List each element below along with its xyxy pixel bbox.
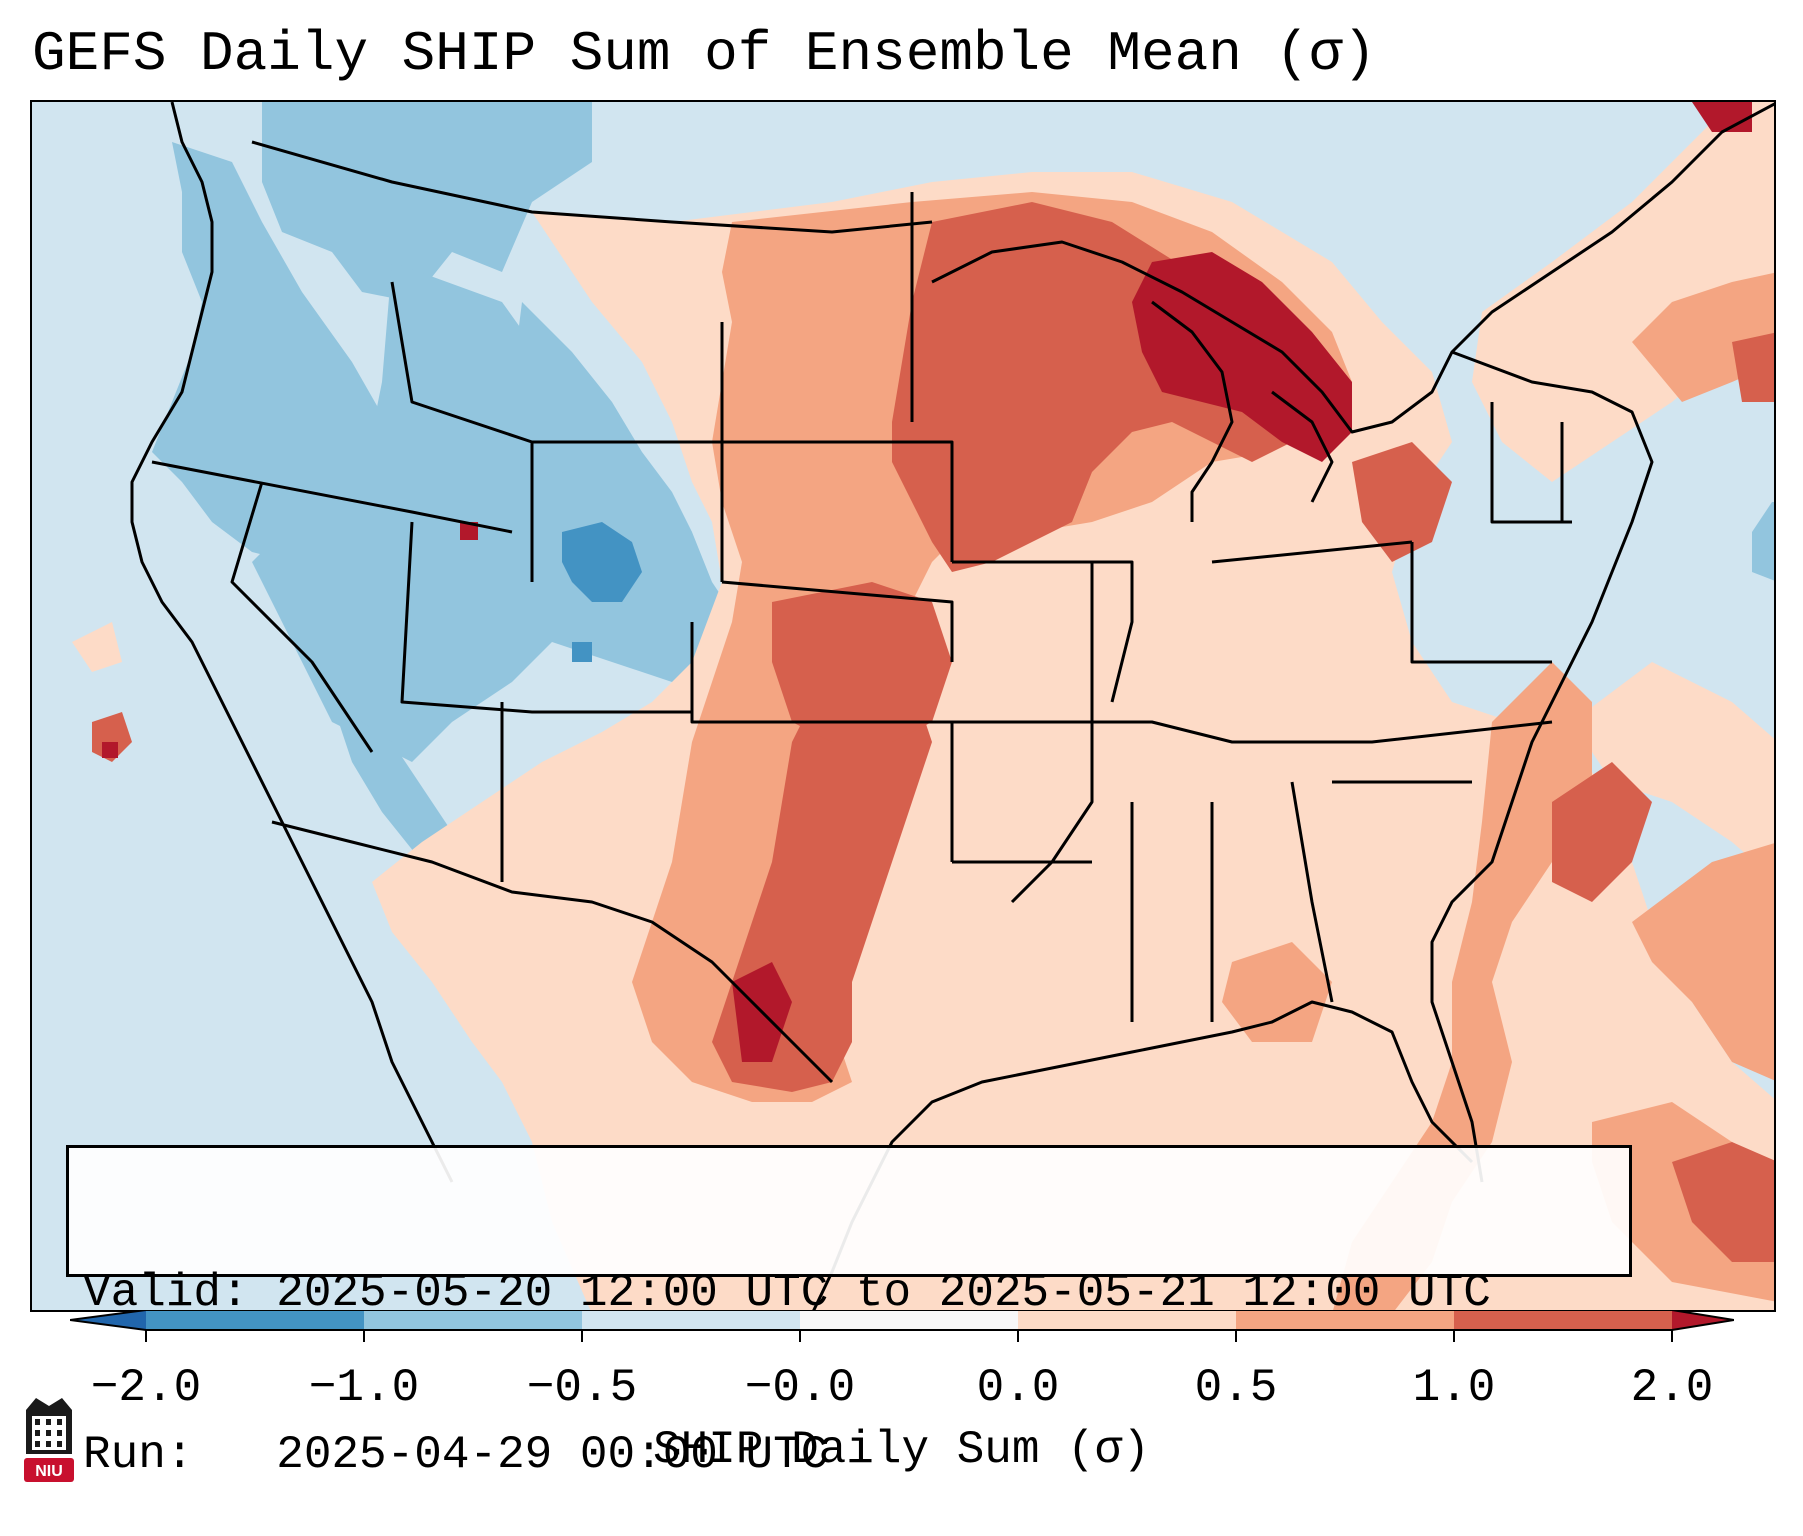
- colorbar-segment-neg-2-to-1: [146, 1310, 364, 1330]
- colorbar-tick-label: 0.5: [1194, 1362, 1278, 1414]
- chart-title: GEFS Daily SHIP Sum of Ensemble Mean (σ): [32, 22, 1377, 86]
- colorbar-label: SHIP Daily Sum (σ): [653, 1424, 1150, 1476]
- colorbar-tick-label: 0.0: [976, 1362, 1060, 1414]
- anomaly-map: [32, 102, 1774, 1310]
- niu-huskie-logo-icon: NIU: [24, 1398, 74, 1482]
- colorbar-segment-neg-1-to-05: [364, 1310, 582, 1330]
- colorbar-segment-1-to-2: [1454, 1310, 1672, 1330]
- map-boundaries: [130, 102, 1774, 1310]
- colorbar-segment-05-to-1: [1236, 1310, 1454, 1330]
- run-time-text: Run: 2025-04-29 00:00 UTC: [83, 1429, 829, 1481]
- logo-text: NIU: [35, 1463, 63, 1480]
- colorbar-below-min-extension: [70, 1310, 146, 1330]
- colorbar-segment-neg-05-to-0: [582, 1310, 800, 1330]
- colorbar-tick-label: 1.0: [1412, 1362, 1496, 1414]
- colorbar: [70, 1310, 1734, 1342]
- validity-info-box: Valid: 2025-05-20 12:00 UTC to 2025-05-2…: [66, 1145, 1632, 1481]
- colorbar-tick-label: 2.0: [1630, 1362, 1714, 1414]
- colorbar-segment-0-to-05: [1018, 1310, 1236, 1330]
- colorbar-tick-label: −0.5: [526, 1362, 638, 1414]
- colorbar-segment-zero: [800, 1310, 1018, 1330]
- colorbar-above-max-extension: [1672, 1310, 1734, 1330]
- colorbar-tick-label: −1.0: [308, 1362, 420, 1414]
- colorbar-tick-label: −0.0: [744, 1362, 856, 1414]
- colorbar-tick-label: −2.0: [90, 1362, 202, 1414]
- map-panel[interactable]: [30, 100, 1776, 1312]
